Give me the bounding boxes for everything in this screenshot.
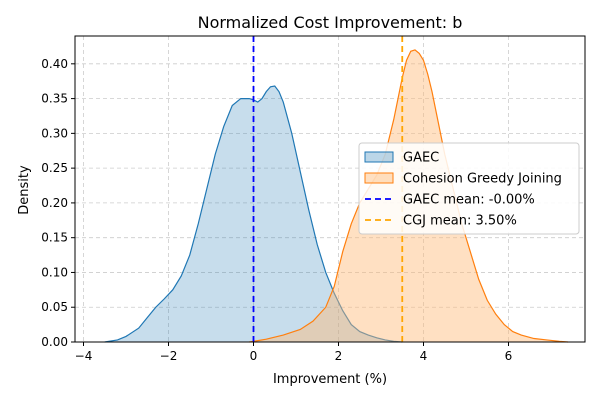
density-line-1	[249, 49, 569, 343]
legend-label: Cohesion Greedy Joining	[403, 172, 562, 187]
x-tick-label: 0	[250, 349, 258, 363]
x-tick-label: −2	[160, 349, 178, 363]
legend-label: CGJ mean: 3.50%	[403, 214, 517, 229]
y-tick-label: 0.40	[41, 57, 68, 71]
y-axis-label: Density	[17, 165, 32, 215]
y-axis-ticks: 0.00 0.05 0.10 0.15 0.20 0.25 0.30 0.35 0.40	[41, 57, 75, 349]
legend-swatch	[364, 172, 394, 184]
y-tick-label: 0.20	[41, 196, 68, 210]
legend: GAEC Cohesion Greedy Joining GAEC mean: -0…	[358, 142, 580, 235]
x-tick-label: −4	[75, 349, 93, 363]
legend-label: GAEC	[403, 151, 439, 166]
y-tick-label: 0.00	[41, 335, 68, 349]
y-tick-label: 0.10	[41, 265, 68, 279]
y-tick-label: 0.30	[41, 126, 68, 140]
legend-label: GAEC mean: -0.00%	[403, 193, 535, 208]
plot-frame	[74, 35, 586, 343]
y-tick-label: 0.15	[41, 231, 68, 245]
x-tick-label: 4	[420, 349, 428, 363]
x-axis-label: Improvement (%)	[273, 372, 387, 387]
x-axis-ticks: −4 −2 0 2 4 6	[75, 342, 513, 363]
density-line-0	[104, 85, 403, 343]
y-tick-label: 0.25	[41, 161, 68, 175]
legend-box	[358, 142, 580, 235]
legend-swatch	[364, 151, 394, 163]
x-tick-label: 6	[505, 349, 513, 363]
y-tick-label: 0.35	[41, 92, 68, 106]
x-tick-label: 2	[335, 349, 343, 363]
chart-title: Normalized Cost Improvement: b	[198, 13, 463, 32]
y-tick-label: 0.05	[41, 300, 68, 314]
